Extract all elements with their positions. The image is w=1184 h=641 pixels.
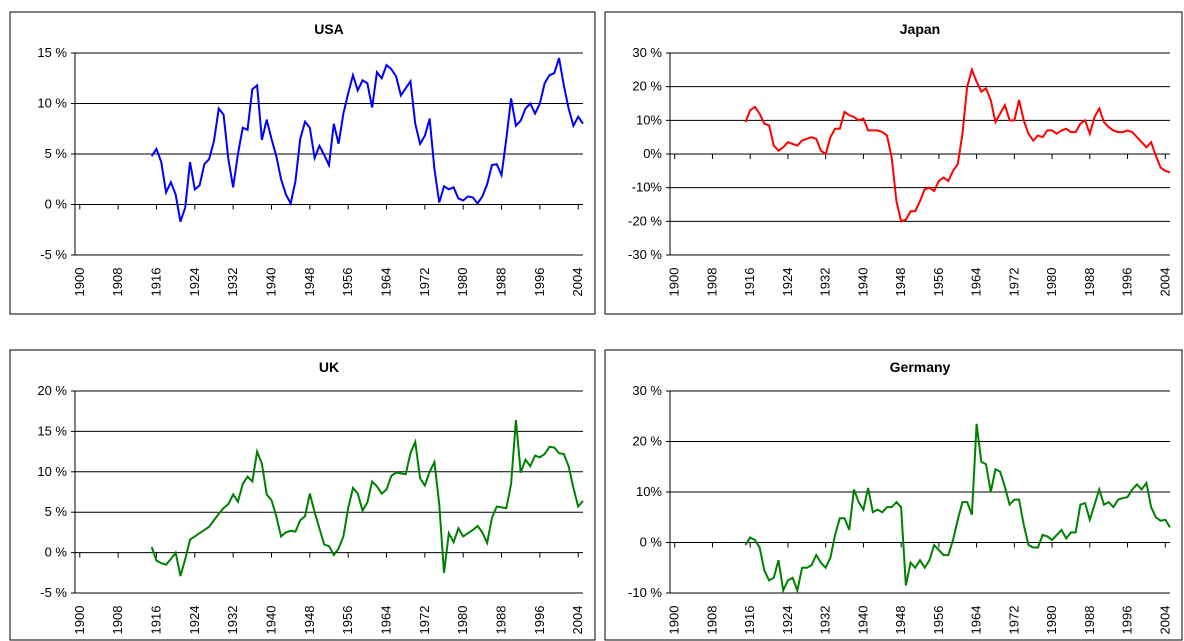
x-tick-label: 1980 <box>455 606 470 635</box>
x-tick-label: 1996 <box>1120 268 1135 297</box>
x-tick-label: 1932 <box>225 268 240 297</box>
y-tick-label: 10% <box>636 484 662 499</box>
x-tick-label: 1996 <box>532 268 547 297</box>
x-tick-label: 1980 <box>1044 606 1059 635</box>
x-tick-label: 1916 <box>148 268 163 297</box>
x-tick-label: 1908 <box>110 268 125 297</box>
x-tick-label: 1996 <box>532 606 547 635</box>
x-tick-label: 1924 <box>187 606 202 635</box>
series-line <box>150 419 584 577</box>
x-tick-label: 1940 <box>263 606 278 635</box>
panel: Germany -10 % 0 % 10% 20 % 30 % 1900 1908 1916 19… <box>604 349 1183 641</box>
x-tick-label: 1900 <box>72 268 87 297</box>
y-tick-label: 5 % <box>45 504 68 519</box>
x-tick-label: 1956 <box>340 268 355 297</box>
y-tick-label: 5 % <box>45 146 68 161</box>
x-tick-label: 1988 <box>494 606 509 635</box>
x-tick-label: 1956 <box>931 606 946 635</box>
x-tick-label: 2004 <box>1157 606 1172 635</box>
x-tick-label: 2004 <box>1157 268 1172 297</box>
y-tick-label: 10 % <box>37 96 67 111</box>
panel: Japan -30 % -20 % -10% 0% 10% 20 % 30 % 1900 1908… <box>604 11 1183 315</box>
x-tick-label: 1988 <box>1082 268 1097 297</box>
panel-frame <box>9 11 596 315</box>
x-tick-label: 1940 <box>263 268 278 297</box>
x-tick-label: 2004 <box>570 268 585 297</box>
x-tick-label: 1932 <box>818 268 833 297</box>
chart-title: USA <box>314 21 344 37</box>
y-tick-label: 20 % <box>632 79 662 94</box>
x-tick-label: 1948 <box>893 606 908 635</box>
x-tick-label: 1916 <box>742 606 757 635</box>
x-tick-label: 1932 <box>818 606 833 635</box>
chart-title: UK <box>319 359 339 375</box>
x-tick-label: 1908 <box>704 606 719 635</box>
y-tick-label: -5 % <box>40 585 67 600</box>
x-tick-label: 1924 <box>780 606 795 635</box>
series-line <box>744 66 1171 223</box>
y-tick-label: 15 % <box>37 423 67 438</box>
x-tick-label: 1972 <box>417 606 432 635</box>
x-tick-label: 1948 <box>302 606 317 635</box>
y-tick-label: 0% <box>643 146 662 161</box>
x-tick-label: 2004 <box>570 606 585 635</box>
chart-title: Germany <box>890 359 951 375</box>
y-tick-label: 30 % <box>632 383 662 398</box>
series-line <box>150 57 584 222</box>
x-tick-label: 1980 <box>1044 268 1059 297</box>
y-tick-label: 20 % <box>632 434 662 449</box>
x-tick-label: 1956 <box>931 268 946 297</box>
panel-frame <box>604 349 1183 641</box>
x-tick-label: 1972 <box>417 268 432 297</box>
x-tick-label: 1916 <box>742 268 757 297</box>
y-tick-label: 0 % <box>640 535 663 550</box>
y-tick-label: 0 % <box>45 545 68 560</box>
x-tick-label: 1916 <box>148 606 163 635</box>
x-tick-label: 1932 <box>225 606 240 635</box>
y-tick-label: 10% <box>636 112 662 127</box>
x-tick-label: 1900 <box>667 606 682 635</box>
x-tick-label: 1988 <box>494 268 509 297</box>
x-tick-label: 1988 <box>1082 606 1097 635</box>
y-tick-label: 30 % <box>632 45 662 60</box>
y-tick-label: 10 % <box>37 464 67 479</box>
y-tick-label: -10 % <box>628 585 662 600</box>
x-tick-label: 1924 <box>780 268 795 297</box>
x-tick-label: 1940 <box>855 606 870 635</box>
x-tick-label: 1996 <box>1120 606 1135 635</box>
x-tick-label: 1940 <box>855 268 870 297</box>
x-tick-label: 1980 <box>455 268 470 297</box>
x-tick-label: 1964 <box>379 268 394 297</box>
x-tick-label: 1908 <box>704 268 719 297</box>
x-tick-label: 1948 <box>893 268 908 297</box>
panel-frame <box>9 349 596 641</box>
x-tick-label: 1900 <box>667 268 682 297</box>
panel-frame <box>604 11 1183 315</box>
x-tick-label: 1908 <box>110 606 125 635</box>
y-tick-label: -20 % <box>628 213 662 228</box>
y-tick-label: -30 % <box>628 247 662 262</box>
x-tick-label: 1948 <box>302 268 317 297</box>
x-tick-label: 1964 <box>969 606 984 635</box>
panel: UK -5 % 0 % 5 % 10 % 15 % 20 % 1900 1908 1916 1924… <box>9 349 596 641</box>
x-tick-label: 1964 <box>969 268 984 297</box>
y-tick-label: 20 % <box>37 383 67 398</box>
x-tick-label: 1972 <box>1006 606 1021 635</box>
series-line <box>744 423 1171 595</box>
y-tick-label: 15 % <box>37 45 67 60</box>
chart-title: Japan <box>900 21 940 37</box>
x-tick-label: 1956 <box>340 606 355 635</box>
y-tick-label: 0 % <box>45 197 68 212</box>
y-tick-label: -5 % <box>40 247 67 262</box>
panel: USA -5 % 0 % 5 % 10 % 15 % 1900 1908 1916 1924 193… <box>9 11 596 315</box>
x-tick-label: 1964 <box>379 606 394 635</box>
x-tick-label: 1900 <box>72 606 87 635</box>
x-tick-label: 1924 <box>187 268 202 297</box>
x-tick-label: 1972 <box>1006 268 1021 297</box>
y-tick-label: -10% <box>632 180 663 195</box>
